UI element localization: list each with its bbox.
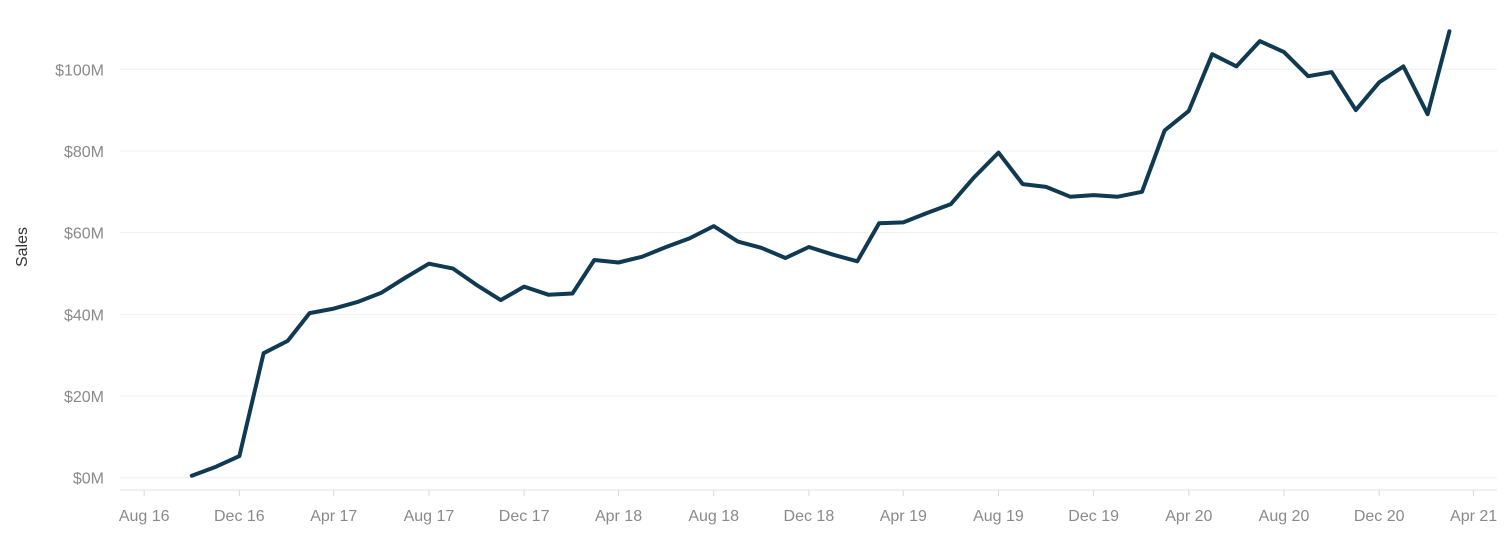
series-layer xyxy=(189,29,1452,478)
x-tick-label: Apr 20 xyxy=(1165,508,1212,525)
x-tick-label: Aug 20 xyxy=(1259,508,1310,525)
y-tick-label: $100M xyxy=(55,62,104,79)
y-tick-label: $20M xyxy=(64,389,104,406)
x-tick-label: Dec 16 xyxy=(214,508,265,525)
y-tick-label: $80M xyxy=(64,144,104,161)
x-tick-label: Aug 18 xyxy=(688,508,739,525)
x-tick-label: Apr 21 xyxy=(1450,508,1497,525)
x-tick-label: Dec 19 xyxy=(1068,508,1119,525)
series-line-0 xyxy=(189,29,1452,478)
y-tick-label: $0M xyxy=(73,471,104,488)
x-tick-label: Apr 18 xyxy=(595,508,642,525)
y-tick-label: $60M xyxy=(64,226,104,243)
x-tick-label: Aug 19 xyxy=(973,508,1024,525)
axes: $0M $20M $40M $60M $80M $100M Aug 16 Dec 16 Apr … xyxy=(55,62,1497,525)
x-tick-label: Apr 19 xyxy=(880,508,927,525)
x-tick-label: Aug 16 xyxy=(119,508,170,525)
y-tick-label: $40M xyxy=(64,307,104,324)
x-tick-label: Dec 17 xyxy=(499,508,550,525)
x-tick-label: Dec 18 xyxy=(784,508,835,525)
x-tick-label: Apr 17 xyxy=(310,508,357,525)
x-tick-label: Aug 17 xyxy=(404,508,455,525)
x-tick-label: Dec 20 xyxy=(1354,508,1405,525)
y-axis-title: Sales xyxy=(14,227,31,267)
gridlines xyxy=(120,68,1497,479)
